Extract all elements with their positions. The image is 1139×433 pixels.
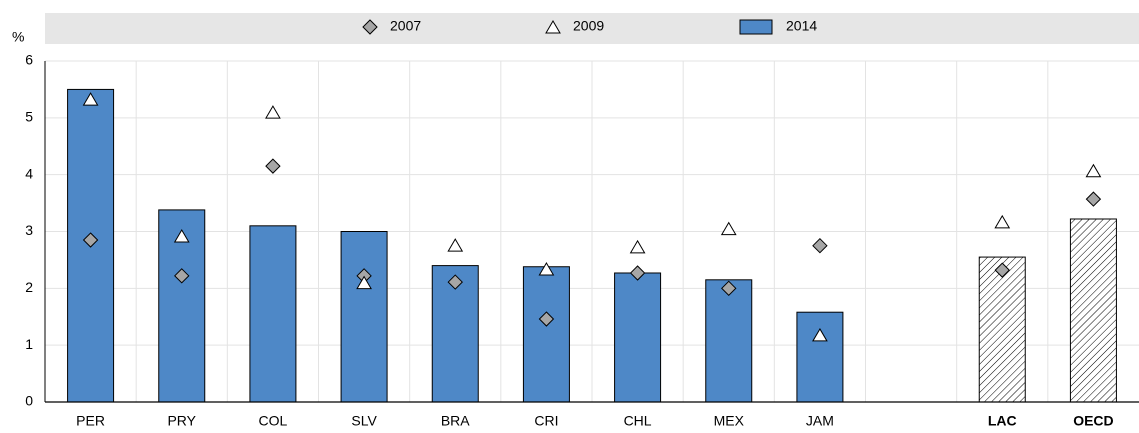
marker-2009 [356,275,372,290]
marker-2009 [994,214,1011,229]
marker-2007 [174,268,190,284]
marker-2007 [812,238,828,254]
marker-2009 [447,238,464,252]
marker-2009 [720,221,737,236]
marker-2007 [447,274,463,290]
marker-2009 [538,262,555,276]
bar [614,272,662,403]
y-unit: % [12,29,24,45]
marker-2007 [82,232,99,248]
y-tick-label: 6 [25,52,33,68]
marker-2009 [82,92,99,106]
x-tick-label: JAM [806,413,834,429]
x-tick-label: PER [76,413,105,429]
marker-2009 [629,239,646,254]
legend-label: 2014 [786,18,817,34]
marker-2007 [265,158,281,174]
bar [978,256,1026,403]
x-tick-label: SLV [351,413,377,429]
x-tick-label: MEX [714,413,745,429]
marker-2009 [812,327,828,342]
marker-2009 [173,229,190,243]
marker-2007 [538,311,555,327]
marker-2007 [629,265,646,281]
legend-swatch [362,19,378,35]
x-tick-label: CRI [534,413,558,429]
y-tick-label: 2 [25,279,33,295]
marker-2009 [1085,163,1102,178]
x-tick-label: LAC [988,413,1017,429]
legend-background [45,13,1139,44]
legend-label: 2007 [390,18,421,34]
y-tick-label: 4 [25,165,33,181]
legend-swatch [739,19,773,35]
bar [340,231,388,403]
x-tick-label: CHL [624,413,652,429]
bar [1069,218,1117,403]
x-tick-label: BRA [441,413,470,429]
bar [705,279,753,403]
marker-2009 [265,105,281,119]
y-tick-label: 5 [25,109,33,125]
x-tick-label: PRY [167,413,196,429]
x-tick-label: COL [259,413,288,429]
y-tick-label: 0 [25,393,33,409]
bar [249,225,297,403]
marker-2007 [1085,191,1102,207]
y-tick-label: 1 [25,336,33,352]
x-tick-label: OECD [1073,413,1113,429]
legend-label: 2009 [573,18,604,34]
marker-2007 [721,280,737,297]
legend-swatch [545,20,561,34]
y-tick-label: 3 [25,222,33,238]
bar [522,266,570,403]
bar [796,311,844,403]
marker-2007 [994,262,1010,278]
